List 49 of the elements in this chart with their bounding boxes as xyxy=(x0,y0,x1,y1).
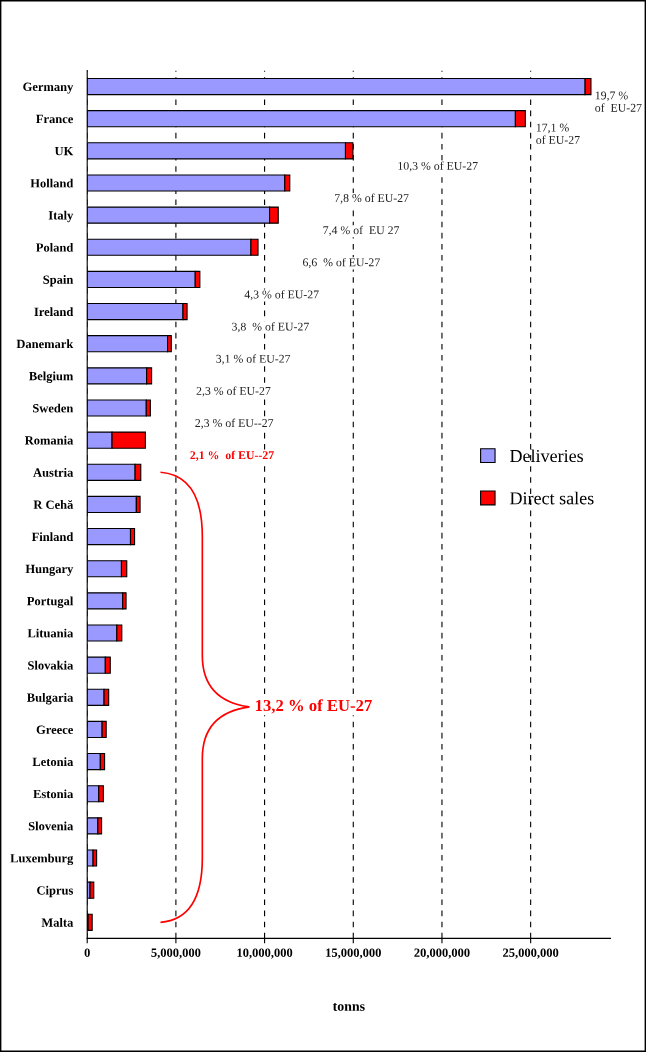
y-tick-label: Romania xyxy=(24,435,74,445)
y-tick-label: Bulgaria xyxy=(26,692,74,705)
annotation: 13,2 % of EU-27 xyxy=(255,699,372,714)
y-tick-label: Slovenia xyxy=(28,821,74,831)
annotation: 2,3 % of EU-27 xyxy=(196,386,271,397)
y-tick-label: Slovakia xyxy=(28,660,74,670)
y-tick-label: Italy xyxy=(48,210,74,223)
annotation: 7,8 % of EU-27 xyxy=(335,193,409,204)
y-tick-label: Sweden xyxy=(33,403,74,413)
x-tick-label: 5,000,000 xyxy=(151,948,201,959)
y-tick-label: Spain xyxy=(43,275,74,287)
y-tick-label: France xyxy=(36,114,73,124)
y-tick-label: Estonia xyxy=(33,789,74,799)
y-tick-label: Germany xyxy=(23,82,74,94)
y-tick-label: Ireland xyxy=(34,307,74,317)
y-tick-label: Poland xyxy=(36,242,74,252)
x-tick-label: 20,000,000 xyxy=(414,948,470,959)
annotation: 19,7 % of EU-27 xyxy=(595,91,642,112)
annotation: 17,1 % of EU-27 xyxy=(536,123,580,144)
y-tick-label: Greece xyxy=(36,725,73,734)
annotation: 7,4 % of EU 27 xyxy=(323,225,400,236)
y-tick-label: Ciprus xyxy=(37,885,74,898)
annotation: 2,1 % of EU--27 xyxy=(190,450,274,461)
annotation: 3,1 % of EU-27 xyxy=(216,354,291,365)
y-tick-label: Hungary xyxy=(25,564,74,576)
annotation: 2,3 % of EU--27 xyxy=(195,418,274,429)
annotation: 6,6 % of EU-27 xyxy=(303,257,380,268)
y-tick-label: Letonia xyxy=(32,757,74,767)
y-tick-label: Malta xyxy=(41,917,74,927)
annotation: 4,3 % of EU-27 xyxy=(244,290,319,301)
y-tick-label: Portugal xyxy=(27,596,74,608)
y-tick-label: Holland xyxy=(30,178,74,188)
x-axis-title: tonns xyxy=(332,1002,365,1011)
legend-label: Direct sales xyxy=(510,491,594,505)
annotation: 3,8 % of EU-27 xyxy=(232,322,309,333)
y-tick-label: Finland xyxy=(31,532,74,542)
x-tick-label: 0 xyxy=(84,948,90,957)
x-tick-label: 10,000,000 xyxy=(237,948,293,959)
x-tick-label: 15,000,000 xyxy=(326,948,381,959)
y-tick-label: Lituania xyxy=(27,628,74,638)
legend-label: Deliveries xyxy=(510,449,584,463)
y-tick-label: R Cehă xyxy=(33,499,74,509)
y-tick-label: Austria xyxy=(33,467,74,477)
y-tick-label: Danemark xyxy=(16,339,74,349)
y-tick-label: Luxemburg xyxy=(10,853,74,866)
annotation: 10,3 % of EU-27 xyxy=(398,161,478,172)
y-tick-label: Belgium xyxy=(29,371,74,383)
x-tick-label: 25,000,000 xyxy=(503,948,559,959)
y-tick-label: UK xyxy=(54,147,74,156)
